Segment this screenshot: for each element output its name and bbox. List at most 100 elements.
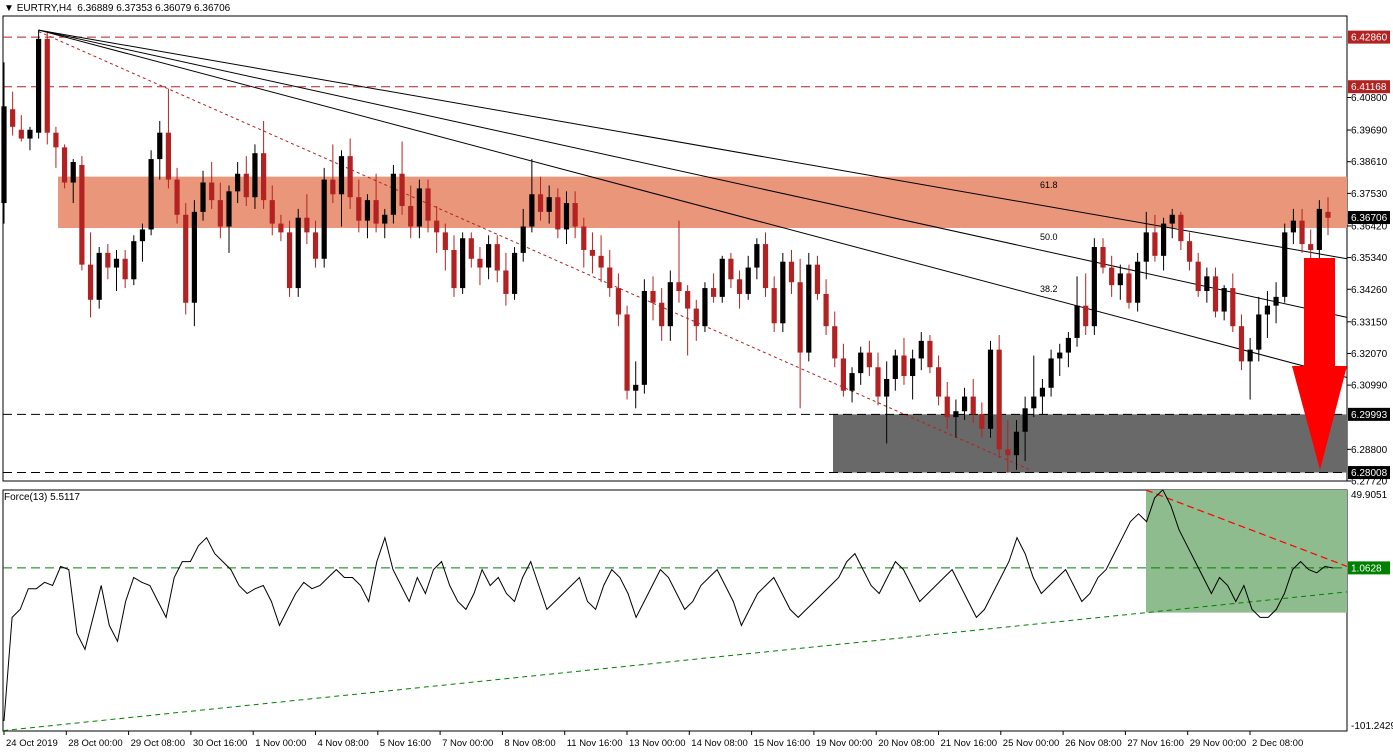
x-tick-label: 13 Nov 00:00 <box>629 738 686 749</box>
x-tick-label: 30 Oct 16:00 <box>193 738 247 749</box>
x-tick-label: 2 Dec 08:00 <box>1252 738 1303 749</box>
x-tick-label: 14 Nov 08:00 <box>691 738 748 749</box>
candle-bull <box>1031 396 1037 409</box>
force-value-tag-label: 1.0628 <box>1351 563 1382 574</box>
candle-bear <box>935 367 942 397</box>
candle-bull <box>338 156 345 195</box>
candle-bull <box>36 38 42 133</box>
x-tick-label: 24 Oct 2019 <box>6 738 58 749</box>
x-tick-label: 21 Nov 16:00 <box>941 738 998 749</box>
force-support-line <box>2 591 1348 732</box>
candle-bear <box>209 182 215 201</box>
candle-bull <box>1091 247 1097 327</box>
candle-bear <box>1186 241 1193 262</box>
current-price-tag <box>1348 211 1390 225</box>
candle-bear <box>399 173 405 206</box>
candle-bear <box>451 249 457 289</box>
candle-bear <box>217 200 223 227</box>
candle-bear <box>762 244 769 289</box>
candle-bull <box>1316 208 1322 250</box>
candle-bull <box>70 162 76 183</box>
candle-bear <box>356 197 362 221</box>
price-panel-frame <box>2 15 1348 482</box>
candle-bull <box>1039 387 1046 397</box>
red-dotted-trendline <box>38 31 1031 471</box>
candle-bear <box>61 147 68 183</box>
x-tick-label: 28 Oct 00:00 <box>68 738 122 749</box>
fib-level-label: 38.2 <box>1040 284 1058 294</box>
x-tick-label: 8 Nov 08:00 <box>504 738 555 749</box>
x-tick-label: 25 Nov 00:00 <box>1003 738 1060 749</box>
candle-bull <box>520 226 526 253</box>
x-tick-label: 26 Nov 08:00 <box>1065 738 1122 749</box>
candle-bear <box>1005 449 1011 456</box>
candle-bear <box>685 291 691 309</box>
candle-bull <box>529 194 535 227</box>
candle-bear <box>330 179 336 195</box>
candle-bear <box>607 267 613 289</box>
candle-bear <box>676 282 682 292</box>
candle-bull <box>235 173 241 192</box>
candle-bull <box>987 349 994 429</box>
candle-bear <box>269 200 275 224</box>
candle-bull <box>1204 276 1210 292</box>
price-level-tag <box>1348 407 1390 421</box>
force-y-tick-label: -101.2429 <box>1351 721 1393 732</box>
candle-bull <box>460 238 466 289</box>
candle-bear <box>1126 273 1132 303</box>
candle-bear <box>659 302 665 327</box>
candle-bear <box>1212 276 1219 312</box>
x-tick-label: 1 Nov 00:00 <box>255 738 306 749</box>
price-y-tick-label: 6.28800 <box>1351 445 1388 456</box>
candle-bull <box>563 203 570 230</box>
force-resistance-line <box>1145 489 1348 567</box>
fib-level-label: 61.8 <box>1040 180 1058 190</box>
candle-bear <box>1178 214 1184 242</box>
candle-bear <box>261 153 267 201</box>
candle-bear <box>243 173 249 198</box>
candle-bear <box>728 258 734 280</box>
candle-bear <box>736 279 743 294</box>
candle-bear <box>1325 211 1331 218</box>
candle-bull <box>1221 288 1227 312</box>
candle-bear <box>183 214 189 303</box>
x-tick-label: 11 Nov 16:00 <box>567 738 623 749</box>
candle-bull <box>1057 352 1063 359</box>
force-series-line <box>3 488 1334 722</box>
candle-bull <box>719 258 725 297</box>
price-level-tag <box>1348 80 1390 94</box>
candle-bull <box>546 197 552 212</box>
x-tick-label: 7 Nov 00:00 <box>442 738 493 749</box>
candle-bull <box>157 132 163 160</box>
dropdown-triangle-icon[interactable]: ▼ <box>4 3 17 14</box>
candle-bull <box>1074 305 1080 338</box>
candle-bear <box>572 203 578 227</box>
current-price-tag-label: 6.36706 <box>1351 213 1388 224</box>
candle-bear <box>1238 326 1245 362</box>
candle-bear <box>996 349 1002 450</box>
candle-bull <box>321 179 327 259</box>
candle-bull <box>148 159 154 230</box>
price-y-tick-label: 6.35340 <box>1351 253 1388 264</box>
resistance-zone <box>58 176 1347 228</box>
candle-bear <box>1100 247 1106 268</box>
candle-bear <box>840 358 846 391</box>
candle-bull <box>702 288 708 327</box>
candle-bear <box>174 179 180 215</box>
candle-bear <box>927 340 933 368</box>
candle-bull <box>884 378 890 397</box>
candle-bull <box>892 355 898 379</box>
candle-bull <box>953 411 959 418</box>
candle-bear <box>555 197 561 230</box>
price-level-tag <box>1348 466 1390 480</box>
candle-bull <box>191 211 197 303</box>
candle-bear <box>624 314 630 391</box>
candle-bear <box>875 367 881 397</box>
force-panel-frame <box>2 489 1348 732</box>
forecast-arrow-shaft <box>1304 258 1335 368</box>
candle-bull <box>1117 273 1123 286</box>
candle-bear <box>477 258 483 268</box>
candle-bull <box>382 214 388 224</box>
candle-bear <box>286 232 293 289</box>
candle-bear <box>105 252 111 268</box>
